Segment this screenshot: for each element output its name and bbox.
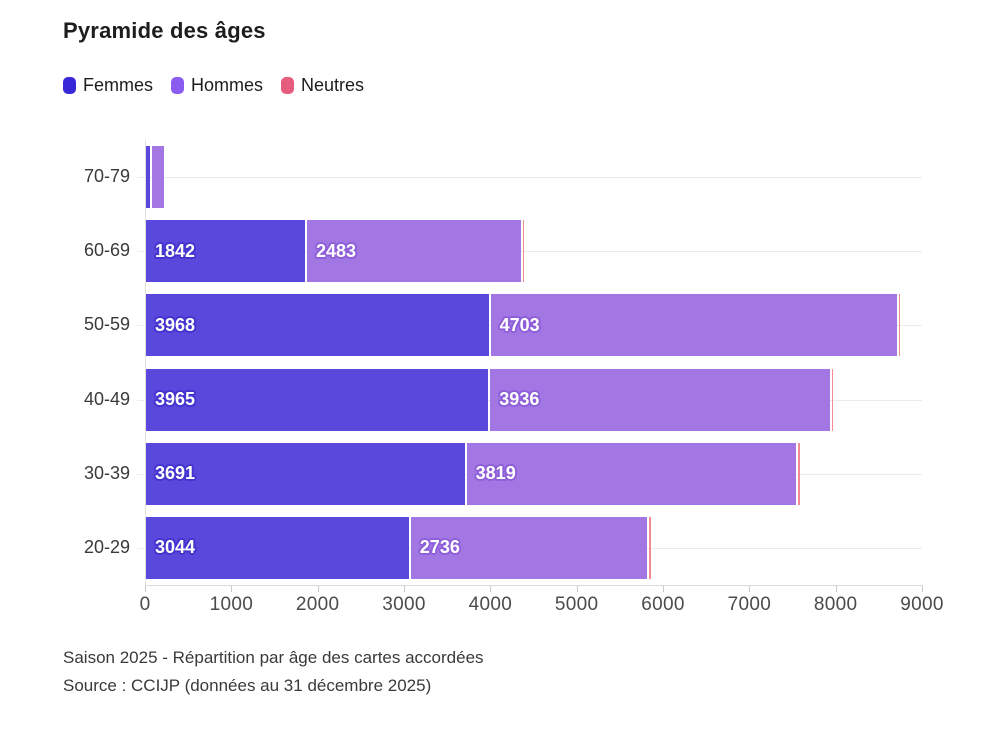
x-axis-tick	[663, 586, 664, 592]
value-label: 2483	[316, 240, 357, 261]
value-label: 3819	[475, 463, 516, 484]
bar-segment-femmes: 3965	[146, 368, 489, 431]
legend-swatch-icon	[171, 77, 185, 94]
x-axis-tick-label: 4000	[468, 594, 513, 615]
bar-segment-femmes: 3044	[146, 516, 409, 579]
value-label: 3044	[155, 537, 196, 558]
x-axis-tick-label: 5000	[554, 594, 599, 615]
bar-segment-femmes	[146, 146, 150, 209]
value-label: 3936	[499, 389, 540, 410]
bar-segment-hommes: 3819	[466, 442, 797, 505]
bar-segment-neutres	[649, 516, 651, 579]
bar-segment-neutres	[798, 442, 801, 505]
bar-row-70-79: 70-79	[84, 140, 922, 214]
stacked-bar: 3968 4703	[146, 294, 901, 357]
x-axis-tick-label: 6000	[641, 594, 685, 615]
bar-segment-femmes: 3691	[146, 442, 465, 505]
bar-segment-femmes: 3968	[146, 294, 489, 357]
legend-label: Hommes	[191, 75, 264, 95]
legend-item-hommes: Hommes	[171, 75, 263, 96]
x-axis-line	[145, 585, 923, 586]
bar-segment-hommes: 2736	[410, 516, 647, 579]
x-axis-tick-label: 9000	[900, 594, 944, 615]
chart-title: Pyramide des âges	[63, 18, 266, 43]
value-label: 4703	[499, 314, 540, 335]
footer: Saison 2025 - Répartition par âge des ca…	[63, 644, 484, 700]
legend-label: Femmes	[83, 75, 154, 95]
legend-item-neutres: Neutres	[281, 75, 364, 96]
plot-area: 70-79 60-69 1842 2483 50-59 3968 4703 40-49 3965…	[84, 140, 922, 585]
x-axis-tick	[404, 586, 405, 592]
bar-segment-hommes: 4703	[490, 294, 897, 357]
x-axis-tick-label: 2000	[295, 594, 340, 615]
x-axis-tick-label: 0	[139, 594, 151, 615]
footer-note: Saison 2025 - Répartition par âge des ca…	[63, 648, 484, 667]
x-axis-tick-label: 1000	[209, 594, 254, 615]
bar-segment-hommes: 2483	[307, 220, 522, 283]
x-axis-tick-label: 3000	[382, 594, 426, 615]
bar-segment-hommes: 3936	[490, 368, 831, 431]
x-axis-tick-label: 7000	[727, 594, 772, 615]
x-axis-tick	[490, 586, 492, 592]
x-axis-tick	[749, 586, 751, 592]
x-axis-tick	[145, 586, 146, 592]
value-label: 3691	[155, 463, 196, 484]
legend-swatch-icon	[281, 77, 295, 94]
footer-source: Source : CCIJP (données au 31 décembre 2…	[63, 676, 432, 695]
y-axis-label: 20-29	[83, 536, 130, 557]
legend-swatch-icon	[63, 77, 76, 94]
y-axis-label: 40-49	[83, 388, 130, 409]
stacked-bar	[146, 146, 164, 209]
value-label: 3968	[155, 314, 196, 335]
stacked-bar: 1842 2483	[146, 220, 525, 283]
stacked-bar: 3691 3819	[146, 442, 801, 505]
bar-row-30-39: 30-39 3691 3819	[84, 437, 922, 511]
bar-segment-neutres	[832, 368, 834, 431]
stacked-bar: 3044 2736	[146, 516, 651, 579]
bar-row-40-49: 40-49 3965 3936	[84, 363, 922, 437]
grid-line	[137, 251, 922, 253]
legend: Femmes Hommes Neutres	[63, 75, 364, 96]
bar-row-20-29: 20-29 3044 2736	[84, 511, 922, 585]
x-axis-tick-label: 8000	[813, 594, 858, 615]
x-axis-tick	[922, 586, 923, 592]
legend-item-femmes: Femmes	[63, 75, 153, 96]
y-axis-label: 50-59	[83, 314, 130, 335]
stacked-bar: 3965 3936	[146, 368, 834, 431]
y-axis-label: 30-39	[83, 462, 130, 483]
value-label: 3965	[155, 389, 196, 410]
x-axis-tick	[835, 586, 837, 592]
value-label: 2736	[419, 537, 460, 558]
x-axis-tick	[231, 586, 233, 592]
bar-segment-femmes: 1842	[146, 220, 306, 283]
y-axis-label: 70-79	[83, 166, 130, 187]
bar-segment-neutres	[898, 294, 901, 357]
bar-row-60-69: 60-69 1842 2483	[84, 214, 922, 288]
bar-row-50-59: 50-59 3968 4703	[84, 288, 922, 362]
value-label: 1842	[155, 240, 196, 261]
x-axis-tick	[576, 586, 578, 592]
x-axis-tick	[317, 586, 319, 592]
grid-line	[137, 177, 922, 179]
zero-axis-line	[145, 140, 146, 585]
bar-segment-hommes	[151, 146, 164, 209]
y-axis-label: 60-69	[83, 240, 130, 261]
bar-segment-neutres	[523, 220, 525, 283]
legend-label: Neutres	[301, 75, 365, 95]
